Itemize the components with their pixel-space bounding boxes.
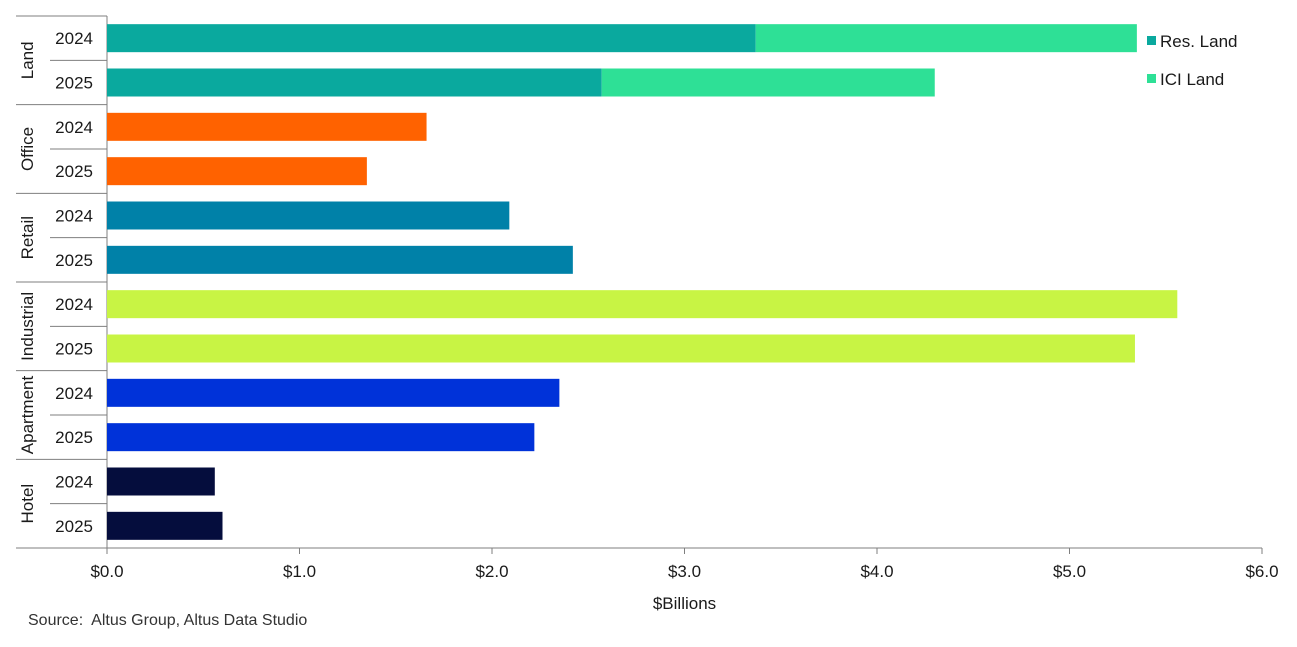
category-label: Apartment xyxy=(18,376,37,455)
year-label: 2024 xyxy=(55,29,93,48)
year-label: 2024 xyxy=(55,473,93,492)
bar xyxy=(107,378,560,407)
legend-label: ICI Land xyxy=(1160,70,1224,89)
bar xyxy=(107,467,215,496)
year-label: 2024 xyxy=(55,384,93,403)
bar xyxy=(107,290,1178,319)
axes-layer xyxy=(16,15,1263,554)
bar xyxy=(601,68,935,97)
x-tick-label: $6.0 xyxy=(1245,562,1278,581)
x-tick-label: $0.0 xyxy=(90,562,123,581)
bar xyxy=(107,157,367,186)
x-axis-title: $Billions xyxy=(653,594,716,613)
legend-swatch xyxy=(1147,74,1156,83)
x-tick-label: $3.0 xyxy=(668,562,701,581)
year-label: 2025 xyxy=(55,428,93,447)
x-tick-label: $4.0 xyxy=(860,562,893,581)
legend-swatch xyxy=(1147,36,1156,45)
bar xyxy=(107,423,535,452)
legend-label: Res. Land xyxy=(1160,32,1238,51)
year-label: 2024 xyxy=(55,207,93,226)
year-label: 2024 xyxy=(55,118,93,137)
bar xyxy=(107,245,573,274)
category-label: Hotel xyxy=(18,484,37,524)
source-note: Source: Altus Group, Altus Data Studio xyxy=(28,612,308,629)
bar xyxy=(107,24,756,53)
bar xyxy=(107,68,602,97)
year-label: 2025 xyxy=(55,74,93,93)
bar xyxy=(107,201,510,230)
bar xyxy=(107,112,427,141)
labels-layer: $0.0 $1.0 $2.0 $3.0 $4.0 $5.0 $6.0 $Billions 202… xyxy=(18,29,1279,613)
year-label: 2025 xyxy=(55,340,93,359)
category-label: Land xyxy=(18,41,37,79)
bar xyxy=(755,24,1137,53)
x-tick-label: $2.0 xyxy=(475,562,508,581)
x-tick-label: $1.0 xyxy=(283,562,316,581)
bar xyxy=(107,511,223,540)
year-label: 2025 xyxy=(55,251,93,270)
category-label: Retail xyxy=(18,216,37,259)
year-label: 2025 xyxy=(55,517,93,536)
bar xyxy=(107,334,1135,363)
legend: Res. Land ICI Land xyxy=(1147,32,1238,89)
year-label: 2025 xyxy=(55,162,93,181)
category-label: Office xyxy=(18,127,37,171)
year-label: 2024 xyxy=(55,295,93,314)
bars-layer xyxy=(107,24,1178,540)
x-tick-label: $5.0 xyxy=(1053,562,1086,581)
category-label: Industrial xyxy=(18,292,37,361)
